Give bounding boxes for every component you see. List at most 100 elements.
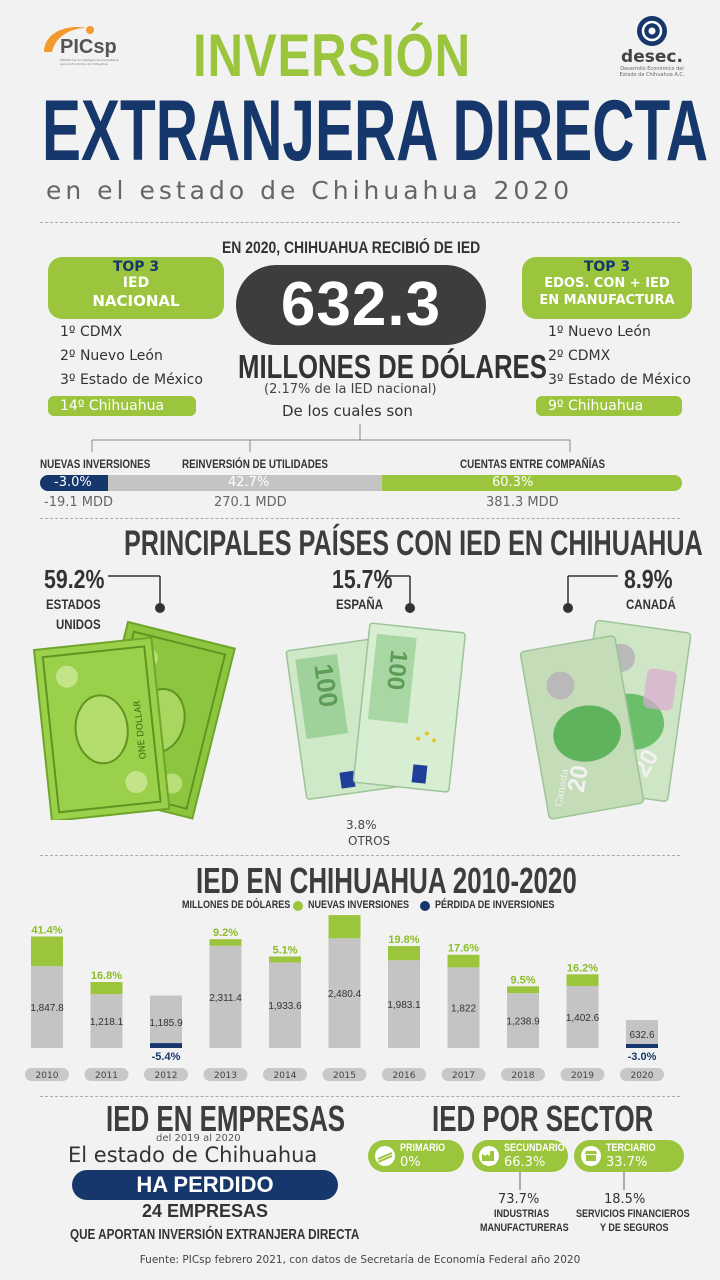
picsp-logo: PICsp Plataforma de Inteligencia Competi… xyxy=(38,22,122,70)
composition-pct-reinvest: 42.7% xyxy=(228,475,270,490)
bar-ied xyxy=(447,967,480,1048)
bar-value-label: 1,185.9 xyxy=(149,1018,183,1029)
bar-value-label: 1,983.1 xyxy=(387,1000,421,1011)
bar-investment-loss xyxy=(150,1043,182,1048)
legend-loss: PÉRDIDA DE INVERSIONES xyxy=(435,899,555,911)
bar-ied xyxy=(626,1020,658,1048)
sector-name: SECUNDARIO xyxy=(504,1142,565,1154)
terciario-detail-2: Y DE SEGUROS xyxy=(600,1222,669,1234)
section-divider xyxy=(40,855,680,856)
eur-banknotes-illustration: 100 100 xyxy=(285,622,466,800)
canada-label: CANADÁ xyxy=(626,596,676,612)
badge-line1: TOP 3 xyxy=(583,259,631,275)
bar-value-label: 632.6 xyxy=(629,1030,654,1041)
year-pill xyxy=(560,1068,605,1081)
ied-amount-box xyxy=(236,265,486,345)
others-label: OTROS xyxy=(348,834,391,848)
picsp-logo-subtext: Plataforma de Inteligencia Competitiva p… xyxy=(60,59,119,66)
field-icon xyxy=(375,1146,395,1166)
ied-pct-national: (2.17% de la IED nacional) xyxy=(264,382,437,397)
history-bar-chart: 1,847.8 41.4% 2010 1,218.1 16.8% 2011 1,185.9 -… xyxy=(25,912,664,1081)
secundario-detail-1: INDUSTRIAS xyxy=(494,1208,550,1220)
usa-label-2: UNIDOS xyxy=(56,616,101,632)
footer-source: Fuente: PICsp febrero 2021, con datos de… xyxy=(139,1254,581,1266)
year-pill xyxy=(203,1068,248,1081)
store-icon xyxy=(581,1146,601,1166)
factory-icon xyxy=(479,1146,499,1166)
sector-pct: 33.7% xyxy=(606,1155,648,1170)
bar-new-investment xyxy=(209,939,242,946)
spain-label: ESPAÑA xyxy=(336,596,383,612)
sector-secundario: SECUNDARIO 66.3% xyxy=(472,1140,568,1172)
bar-pct-label: 16.2% xyxy=(567,962,598,974)
bar-value-label: 1,238.9 xyxy=(506,1017,540,1028)
bar-new-investment xyxy=(388,946,420,961)
top-manufacturing-list: 1º Nuevo León 2º CDMX 3º Estado de Méxic… xyxy=(548,324,691,396)
top-manufacturing-badge: TOP 3 EDOS. CON + IED EN MANUFACTURA xyxy=(522,257,692,319)
composition-amount-reinvest: 270.1 MDD xyxy=(214,495,287,510)
header-divider xyxy=(40,222,680,223)
terciario-detail-pct: 18.5% xyxy=(604,1192,646,1207)
sector-title: IED POR SECTOR xyxy=(432,1098,654,1139)
bar-ied xyxy=(209,945,242,1048)
companies-title: IED EN EMPRESAS xyxy=(106,1098,346,1139)
sector-connectors xyxy=(519,1172,625,1190)
sector-name: TERCIARIO xyxy=(606,1142,656,1154)
badge-line1: TOP 3 xyxy=(112,259,160,275)
companies-period: del 2019 al 2020 xyxy=(156,1133,241,1144)
rank-item: 3º Estado de México xyxy=(548,372,691,388)
ied-breakdown-intro: De los cuales son xyxy=(282,402,413,420)
composition-seg-intercompany xyxy=(382,475,682,491)
top-national-badge: TOP 3 IED NACIONAL xyxy=(48,257,224,319)
bar-ied xyxy=(507,993,539,1048)
section-divider xyxy=(40,1096,680,1097)
sector-primario: PRIMARIO 0% xyxy=(368,1140,464,1172)
bar-ied xyxy=(269,962,301,1048)
history-title: IED EN CHIHUAHUA 2010-2020 xyxy=(196,860,577,901)
bar-value-label: 1,822 xyxy=(451,1004,476,1015)
badge-line3: EN MANUFACTURA xyxy=(539,293,675,308)
year-label: 2019 xyxy=(571,1071,594,1081)
bar-pct-label: 19.8% xyxy=(388,934,419,946)
title-line1: INVERSIÓN xyxy=(193,22,472,89)
bar-value-label: 1,933.6 xyxy=(268,1001,302,1012)
ied-intro: EN 2020, CHIHUAHUA RECIBIÓ DE IED xyxy=(222,238,481,257)
canada-connector xyxy=(563,575,618,613)
bar-ied xyxy=(566,985,599,1048)
year-label: 2016 xyxy=(393,1071,416,1081)
composition-bar xyxy=(40,475,682,491)
bar-pct-label: -5.4% xyxy=(152,1051,181,1063)
year-label: 2017 xyxy=(452,1071,475,1081)
top-manufacturing-highlight: 9º Chihuahua xyxy=(536,396,682,416)
year-pill xyxy=(84,1068,129,1081)
year-label: 2018 xyxy=(512,1071,535,1081)
bar-new-investment xyxy=(566,974,599,986)
bar-new-investment xyxy=(507,986,539,994)
others-pct: 3.8% xyxy=(346,818,377,832)
bar-ied xyxy=(31,966,63,1048)
legend-loss-dot xyxy=(420,901,430,911)
year-label: 2020 xyxy=(631,1071,654,1081)
terciario-detail-1: SERVICIOS FINANCIEROS xyxy=(576,1208,690,1220)
composition-label-reinvest: REINVERSIÓN DE UTILIDADES xyxy=(182,457,328,471)
picsp-logo-icon xyxy=(44,26,94,52)
year-pill xyxy=(441,1068,486,1081)
bar-value-label: 2,480.4 xyxy=(328,989,362,1000)
composition-pct-intercompany: 60.3% xyxy=(492,475,534,490)
bar-new-investment xyxy=(31,936,63,967)
composition-amount-intercompany: 381.3 MDD xyxy=(486,495,559,510)
canada-pct: 8.9% xyxy=(624,564,673,594)
badge-line2: IED xyxy=(122,275,150,291)
rank-item: 3º Estado de México xyxy=(60,372,203,388)
composition-seg-reinvest xyxy=(108,475,382,491)
sector-terciario: TERCIARIO 33.7% xyxy=(574,1140,684,1172)
section-divider xyxy=(40,518,680,519)
bar-value-label: 1,218.1 xyxy=(90,1017,124,1028)
usa-label-1: ESTADOS xyxy=(46,596,101,612)
year-label: 2013 xyxy=(214,1071,237,1081)
picsp-logo-text: PICsp xyxy=(60,36,117,58)
desec-logo-icon xyxy=(637,16,667,46)
bar-ied xyxy=(150,995,182,1048)
year-label: 2015 xyxy=(333,1071,356,1081)
composition-connector xyxy=(91,424,571,452)
